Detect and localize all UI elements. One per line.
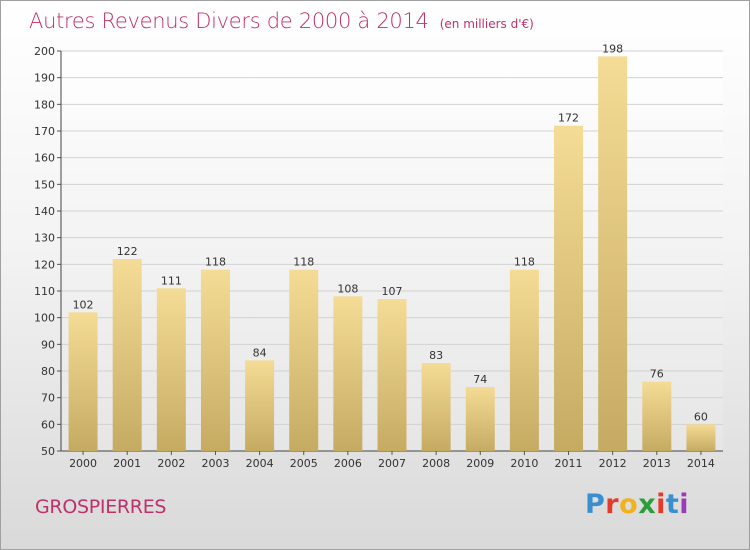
bar-value-label: 172: [558, 112, 579, 125]
bar-value-label: 111: [161, 274, 182, 287]
bar-value-label: 102: [73, 298, 94, 311]
bar-value-label: 107: [382, 285, 403, 298]
bar: [598, 56, 628, 451]
x-tick-label: 2014: [687, 457, 715, 470]
y-tick-label: 180: [34, 98, 55, 111]
y-tick-label: 70: [41, 392, 55, 405]
bar: [377, 299, 407, 451]
y-tick-label: 190: [34, 72, 55, 85]
bar-value-label: 108: [337, 282, 358, 295]
town-name: GROSPIERRES: [35, 496, 167, 518]
chart-subtitle: (en milliers d'€): [439, 17, 534, 31]
logo-letter: x: [638, 489, 657, 520]
bar: [112, 259, 142, 451]
x-tick-label: 2009: [466, 457, 494, 470]
y-tick-label: 120: [34, 258, 55, 271]
bar: [465, 387, 495, 451]
bar-value-label: 84: [253, 346, 267, 359]
bar: [421, 363, 451, 451]
y-tick-label: 100: [34, 312, 55, 325]
x-tick-label: 2006: [334, 457, 362, 470]
chart-title: Autres Revenus Divers de 2000 à 2014: [29, 9, 429, 33]
proxiti-logo[interactable]: Proxiti: [585, 489, 689, 520]
plot-area: 50 60 70 80 90 100 110 120 130 140 150 160 170 180 190…: [34, 42, 723, 470]
x-tick-label: 2003: [201, 457, 229, 470]
bar: [245, 360, 275, 451]
y-tick-label: 110: [34, 285, 55, 298]
x-tick-label: 2012: [599, 457, 627, 470]
logo-letter: i: [656, 489, 666, 520]
y-tick-label: 80: [41, 365, 55, 378]
x-tick-label: 2013: [643, 457, 671, 470]
y-tick-label: 160: [34, 152, 55, 165]
x-tick-label: 2002: [157, 457, 185, 470]
y-tick-label: 170: [34, 125, 55, 138]
bar: [686, 424, 716, 451]
title-row: Autres Revenus Divers de 2000 à 2014 (en…: [29, 9, 534, 33]
bar-value-label: 198: [602, 42, 623, 55]
x-tick-label: 2004: [246, 457, 274, 470]
bar: [642, 381, 672, 451]
y-tick-label: 50: [41, 445, 55, 458]
logo-letter: i: [679, 489, 690, 520]
y-tick-label: 140: [34, 205, 55, 218]
y-tick-label: 200: [34, 45, 55, 58]
bar: [289, 269, 319, 451]
bar-value-label: 118: [514, 256, 535, 269]
x-tick-label: 2010: [510, 457, 538, 470]
logo-letter: t: [665, 489, 680, 520]
logo-letter: o: [619, 489, 639, 520]
x-tick-label: 2008: [422, 457, 450, 470]
y-tick-label: 60: [41, 418, 55, 431]
x-tick-label: 2007: [378, 457, 406, 470]
bar-value-label: 76: [650, 368, 664, 381]
bar: [509, 269, 539, 451]
bar: [333, 296, 363, 451]
bar-value-label: 118: [293, 256, 314, 269]
bar: [156, 288, 186, 451]
bar-value-label: 60: [694, 410, 708, 423]
bar-value-label: 122: [117, 245, 138, 258]
bar-value-label: 118: [205, 256, 226, 269]
bar-value-label: 74: [473, 373, 487, 386]
bar: [200, 269, 230, 451]
y-tick-label: 150: [34, 178, 55, 191]
y-tick-label: 130: [34, 232, 55, 245]
logo-letter: P: [585, 489, 606, 520]
y-tick-label: 90: [41, 338, 55, 351]
bar: [554, 125, 584, 452]
x-tick-label: 2011: [555, 457, 583, 470]
x-tick-label: 2000: [69, 457, 97, 470]
bar: [68, 312, 98, 451]
logo-letter: r: [605, 489, 620, 520]
bar-value-label: 83: [429, 349, 443, 362]
x-tick-label: 2005: [290, 457, 318, 470]
x-tick-label: 2001: [113, 457, 141, 470]
